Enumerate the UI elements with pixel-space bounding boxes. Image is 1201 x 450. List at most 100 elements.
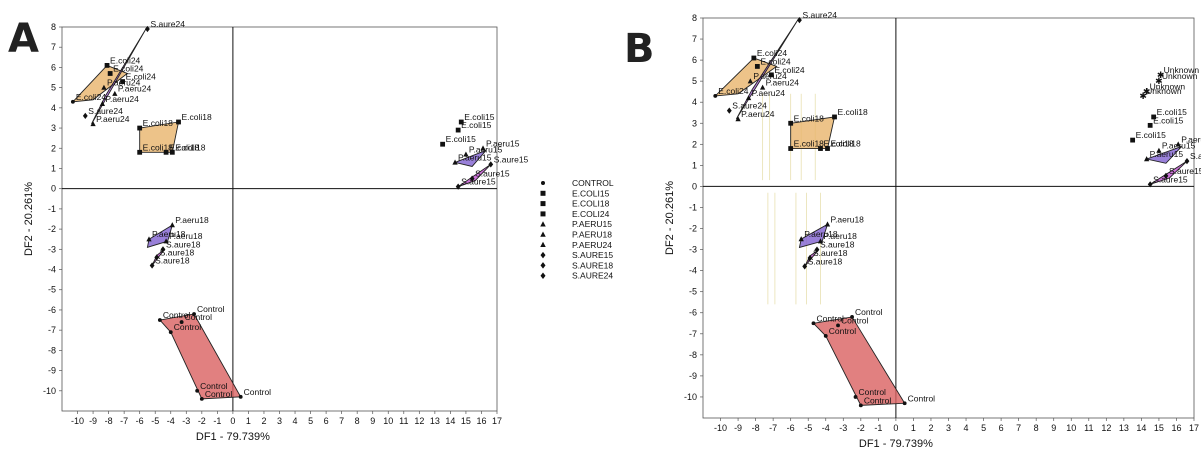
x-tick-label: 4 (964, 423, 969, 433)
legend-label: P.AERU24 (572, 240, 612, 250)
point-label: Control (859, 387, 887, 397)
legend-marker (540, 201, 546, 207)
legend-label: E.COLI18 (572, 199, 610, 209)
legend-marker (541, 181, 545, 185)
data-point (238, 394, 243, 399)
x-tick-label: -9 (89, 416, 97, 426)
x-tick-label: 8 (1034, 423, 1039, 433)
x-tick-label: -1 (874, 423, 882, 433)
x-tick-label: -6 (787, 423, 795, 433)
x-tick-label: 11 (399, 416, 408, 426)
data-point (832, 114, 837, 120)
x-tick-label: -3 (839, 423, 847, 433)
legend-marker (540, 190, 546, 196)
x-tick-label: 0 (893, 423, 898, 433)
data-point (1130, 137, 1136, 143)
y-tick-label: 2 (692, 139, 697, 149)
y-tick-label: -1 (48, 204, 56, 214)
point-label: S.aure15 (1169, 166, 1201, 176)
point-label: S.aure18 (155, 255, 190, 265)
x-tick-label: -4 (167, 416, 175, 426)
data-point (107, 71, 113, 76)
y-tick-label: 6 (692, 55, 697, 65)
point-label: E.coli18 (831, 139, 862, 149)
data-point (154, 254, 160, 261)
data-point (90, 121, 96, 127)
legend-label: S.AURE15 (572, 250, 613, 260)
data-point (797, 16, 802, 24)
y-tick-label: -9 (689, 371, 697, 381)
panel-letter: B (624, 26, 655, 72)
y-tick-label: 5 (51, 83, 56, 93)
data-point (768, 72, 774, 78)
point-label: Unknown (1164, 65, 1200, 75)
data-point (168, 330, 173, 335)
data-point (759, 84, 766, 90)
point-label: S.aure15 (1153, 174, 1188, 184)
y-tick-label: 6 (51, 62, 56, 72)
x-tick-label: 2 (928, 423, 933, 433)
data-point (145, 25, 150, 33)
y-axis-label: DF2 - 20.261% (664, 181, 676, 255)
legend-label: P.AERU15 (572, 219, 612, 229)
point-label: E.coli15 (446, 134, 477, 144)
y-tick-label: -6 (689, 308, 697, 318)
legend-label: S.AURE18 (572, 260, 613, 270)
data-point (169, 149, 175, 155)
data-point (798, 236, 804, 242)
point-label: S.aure15 (1190, 151, 1201, 161)
data-point (713, 93, 718, 98)
x-tick-label: 5 (308, 416, 313, 426)
x-tick-label: -8 (105, 416, 113, 426)
y-tick-label: 1 (51, 163, 56, 173)
legend-marker (540, 251, 546, 259)
legend-label: P.AERU18 (572, 230, 612, 240)
x-tick-label: 4 (293, 416, 298, 426)
x-tick-label: 17 (1189, 423, 1199, 433)
point-label: E.coli24 (774, 65, 805, 75)
data-point (82, 112, 88, 120)
group-polygon (71, 64, 129, 103)
x-tick-label: 1 (246, 416, 251, 426)
group-polygon (158, 313, 242, 400)
point-label: E.coli18 (838, 107, 869, 117)
point-label: P.aeru18 (152, 229, 186, 239)
data-point (455, 183, 461, 190)
group-polygon (453, 149, 487, 167)
y-tick-label: -4 (689, 266, 697, 276)
point-label: Control (197, 304, 225, 314)
point-label: Control (244, 387, 272, 397)
data-point (199, 396, 204, 401)
point-label: S.aure15 (494, 154, 529, 164)
point-label: S.aure24 (150, 19, 185, 29)
group-polygon (457, 164, 492, 188)
y-tick-label: -7 (48, 325, 56, 335)
point-label: S.aure24 (802, 10, 837, 20)
point-label: P.aeru18 (823, 231, 857, 241)
y-tick-label: 3 (692, 118, 697, 128)
data-point (823, 333, 828, 338)
point-label: E.coli18 (169, 142, 200, 152)
data-point (146, 236, 152, 242)
group-polygon (91, 28, 147, 125)
x-tick-label: -2 (857, 423, 865, 433)
panel-a-chart: A-10 -9 -8 -7 -6 -5 -4 -3 -2 -1 0 1 2 3 4 5 6 7 8 9 10 11 12 13… (8, 16, 614, 443)
y-tick-label: -6 (48, 305, 56, 315)
y-tick-label: -1 (689, 202, 697, 212)
point-label: E.coli15 (464, 112, 495, 122)
y-tick-label: 2 (51, 143, 56, 153)
point-label: S.aure18 (160, 247, 195, 257)
data-point (455, 127, 461, 133)
data-point (176, 119, 181, 125)
x-tick-label: 13 (1119, 423, 1129, 433)
x-tick-label: -6 (136, 416, 144, 426)
panel-b-chart: B-10 -9 -8 -7 -6 -5 -4 -3 -2 -1 0 1 2 3 4 5 6 7 8 9 10 11 12 13… (624, 10, 1201, 450)
data-point (137, 149, 143, 155)
x-tick-label: -7 (769, 423, 777, 433)
point-label: E.coli15 (1157, 107, 1188, 117)
data-point (726, 107, 732, 114)
x-tick-label: 10 (1066, 423, 1076, 433)
x-tick-label: 6 (324, 416, 329, 426)
point-label: Control (908, 393, 936, 403)
data-point (1184, 158, 1190, 165)
